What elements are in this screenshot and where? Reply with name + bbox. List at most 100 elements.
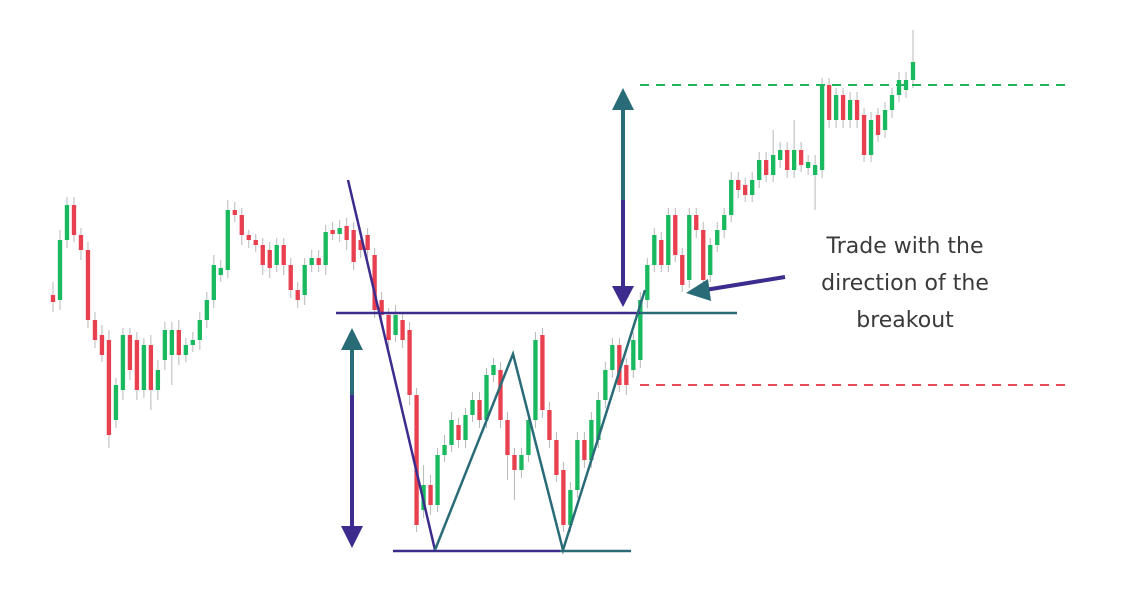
candle-body — [477, 400, 482, 420]
candle-body — [784, 150, 790, 170]
candle-body — [379, 300, 384, 315]
candle-body — [868, 120, 874, 155]
candle-body — [463, 415, 468, 440]
candle-body — [547, 410, 552, 440]
candle-body — [288, 265, 293, 290]
candle-body — [141, 345, 147, 390]
candle-body — [757, 160, 762, 180]
candle-body — [854, 100, 860, 120]
arrow-head — [686, 279, 711, 301]
candle-body — [673, 215, 678, 255]
candle-body — [204, 300, 209, 320]
candle-body — [211, 265, 216, 300]
candle-body — [875, 115, 881, 135]
candle-body — [505, 420, 510, 455]
candle-body — [624, 365, 629, 385]
candle-body — [568, 490, 573, 525]
candle-body — [120, 335, 126, 390]
candle-body — [183, 345, 189, 355]
pointer-arrow — [704, 275, 786, 292]
candle-body — [819, 85, 825, 170]
candle-body — [400, 320, 405, 340]
candle-body — [882, 110, 888, 130]
candle-body — [78, 235, 84, 250]
candle-body — [847, 100, 853, 120]
candle-body — [652, 235, 657, 265]
candle-body — [85, 250, 91, 320]
candle-body — [561, 470, 566, 525]
candle-body — [351, 230, 356, 262]
candle-body — [260, 245, 265, 265]
candle-body — [295, 290, 300, 300]
candle-body — [701, 230, 706, 280]
candle-body — [449, 420, 454, 445]
candle-body — [610, 345, 615, 370]
candle-body — [833, 95, 839, 120]
candle-body — [414, 395, 419, 525]
candle-body — [645, 265, 650, 300]
candle-body — [812, 165, 818, 175]
candle-body — [680, 255, 685, 285]
candle-body — [246, 235, 251, 240]
candle-body — [484, 375, 489, 420]
candle-body — [162, 330, 168, 360]
candle-body — [393, 315, 398, 335]
candle-body — [861, 115, 867, 155]
candles — [50, 30, 916, 532]
candle-body — [631, 340, 636, 370]
annotation: Trade with the — [826, 234, 984, 259]
candle-body — [589, 420, 594, 460]
candle-body — [176, 330, 182, 355]
candle-body — [407, 330, 412, 395]
candle-body — [386, 315, 391, 340]
candle-body — [64, 205, 70, 240]
candle-body — [358, 240, 363, 250]
candle-body — [127, 335, 133, 370]
candle-body — [337, 228, 342, 234]
candle-body — [750, 180, 755, 195]
candle-body — [826, 85, 832, 120]
candle-body — [582, 440, 587, 460]
candle-body — [190, 340, 196, 345]
candle-body — [743, 185, 748, 195]
candle-body — [442, 445, 447, 455]
arrow-head — [341, 328, 363, 350]
candle-body — [764, 160, 769, 175]
candle-body — [470, 400, 475, 415]
annotation: breakout — [856, 308, 954, 333]
candle-body — [169, 330, 175, 355]
candle-body — [791, 150, 797, 170]
candle-body — [798, 150, 804, 165]
candle-body — [71, 205, 77, 235]
candle-body — [330, 230, 335, 234]
candle-body — [456, 425, 461, 440]
candle-body — [722, 215, 727, 230]
candle-body — [253, 240, 258, 245]
candle-body — [99, 335, 105, 355]
candle-body — [889, 95, 895, 110]
candle-body — [736, 180, 741, 190]
candle-body — [239, 215, 244, 235]
candle-body — [344, 226, 349, 240]
candle-body — [218, 268, 223, 275]
arrow-head — [612, 88, 634, 110]
candle-body — [498, 370, 503, 420]
candle-body — [316, 258, 321, 265]
candle-body — [225, 210, 230, 270]
candle-body — [666, 215, 671, 265]
candle-body — [281, 245, 286, 265]
candle-body — [372, 255, 377, 310]
candle-body — [57, 240, 63, 300]
candle-body — [526, 420, 531, 455]
candle-body — [896, 80, 902, 95]
candle-body — [232, 210, 237, 215]
candle-body — [903, 80, 909, 90]
candle-body — [512, 455, 517, 470]
candle-body — [435, 455, 440, 505]
arrow-head — [341, 526, 363, 548]
annotation: direction of the — [821, 271, 989, 296]
candle-body — [267, 250, 272, 268]
candle-body — [554, 440, 559, 475]
candle-body — [134, 340, 140, 390]
